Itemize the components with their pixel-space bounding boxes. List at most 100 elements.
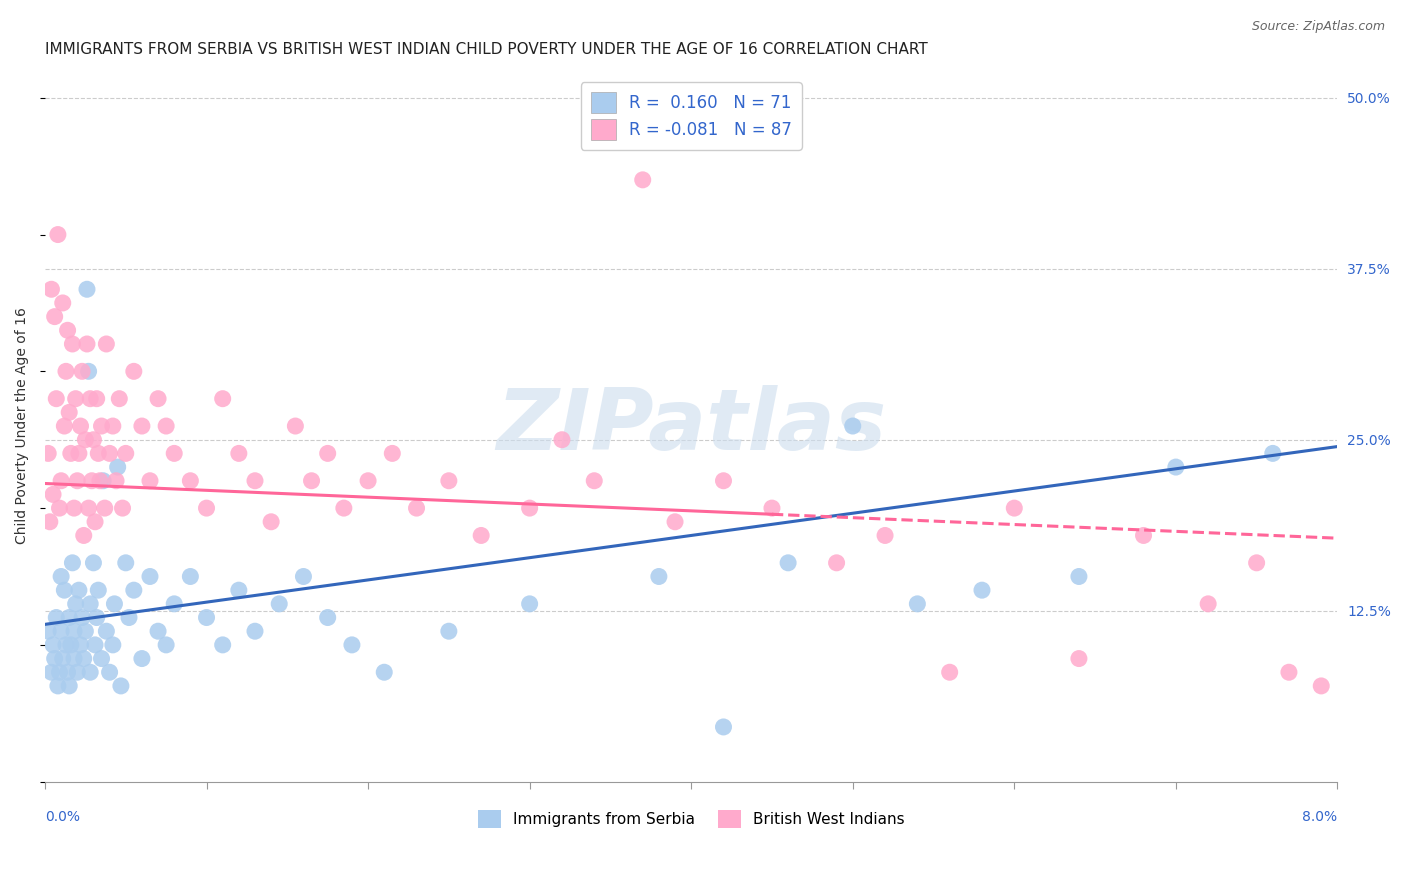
Point: [42, 487, 65, 501]
Point: [110, 679, 132, 693]
Point: [108, 392, 131, 406]
Point: [41, 282, 63, 296]
Text: IMMIGRANTS FROM SERBIA VS BRITISH WEST INDIAN CHILD POVERTY UNDER THE AGE OF 16 : IMMIGRANTS FROM SERBIA VS BRITISH WEST I…: [45, 42, 928, 57]
Y-axis label: Child Poverty Under the Age of 16: Child Poverty Under the Age of 16: [15, 308, 30, 544]
Point: [44, 310, 66, 324]
Point: [45, 610, 67, 624]
Point: [340, 638, 363, 652]
Point: [301, 474, 323, 488]
Point: [631, 173, 654, 187]
Point: [163, 446, 186, 460]
Text: 0.0%: 0.0%: [45, 810, 80, 824]
Point: [316, 446, 339, 460]
Point: [195, 610, 218, 624]
Point: [75, 624, 97, 639]
Point: [69, 419, 91, 434]
Point: [905, 597, 928, 611]
Point: [52, 651, 75, 665]
Point: [96, 337, 118, 351]
Point: [44, 651, 66, 665]
Point: [648, 569, 671, 583]
Point: [179, 569, 201, 583]
Point: [84, 515, 107, 529]
Point: [46, 227, 69, 242]
Point: [52, 296, 75, 310]
Point: [66, 474, 89, 488]
Point: [105, 474, 128, 488]
Point: [114, 446, 136, 460]
Point: [437, 474, 460, 488]
Point: [49, 569, 72, 583]
Point: [84, 638, 107, 652]
Point: [77, 501, 100, 516]
Point: [179, 474, 201, 488]
Point: [63, 501, 86, 516]
Point: [62, 556, 84, 570]
Point: [114, 556, 136, 570]
Point: [1164, 460, 1187, 475]
Point: [65, 597, 87, 611]
Point: [55, 638, 77, 652]
Point: [211, 392, 233, 406]
Point: [146, 624, 169, 639]
Point: [163, 597, 186, 611]
Point: [970, 583, 993, 598]
Point: [713, 474, 735, 488]
Point: [49, 624, 72, 639]
Point: [551, 433, 574, 447]
Point: [90, 651, 112, 665]
Point: [269, 597, 291, 611]
Point: [1358, 651, 1381, 665]
Point: [1278, 665, 1301, 680]
Point: [76, 282, 98, 296]
Point: [45, 392, 67, 406]
Point: [1246, 556, 1268, 570]
Point: [79, 597, 101, 611]
Point: [58, 610, 80, 624]
Point: [107, 460, 129, 475]
Point: [67, 583, 90, 598]
Point: [373, 665, 395, 680]
Point: [91, 474, 114, 488]
Point: [53, 583, 76, 598]
Point: [73, 528, 96, 542]
Point: [583, 474, 606, 488]
Point: [243, 474, 266, 488]
Point: [131, 419, 153, 434]
Point: [75, 433, 97, 447]
Point: [211, 638, 233, 652]
Point: [82, 433, 104, 447]
Point: [37, 624, 59, 639]
Point: [1067, 651, 1090, 665]
Point: [519, 501, 541, 516]
Point: [38, 515, 60, 529]
Point: [761, 501, 783, 516]
Point: [98, 446, 121, 460]
Point: [76, 337, 98, 351]
Point: [86, 392, 108, 406]
Point: [333, 501, 356, 516]
Point: [77, 364, 100, 378]
Point: [1132, 528, 1154, 542]
Point: [101, 638, 124, 652]
Point: [519, 597, 541, 611]
Point: [139, 474, 162, 488]
Point: [292, 569, 315, 583]
Point: [122, 583, 145, 598]
Point: [41, 665, 63, 680]
Point: [873, 528, 896, 542]
Point: [664, 515, 686, 529]
Point: [155, 419, 177, 434]
Point: [65, 392, 87, 406]
Point: [842, 419, 865, 434]
Point: [1261, 446, 1284, 460]
Point: [62, 337, 84, 351]
Point: [55, 364, 77, 378]
Point: [146, 392, 169, 406]
Point: [87, 583, 110, 598]
Point: [103, 597, 125, 611]
Point: [48, 665, 70, 680]
Point: [56, 323, 79, 337]
Point: [66, 665, 89, 680]
Point: [316, 610, 339, 624]
